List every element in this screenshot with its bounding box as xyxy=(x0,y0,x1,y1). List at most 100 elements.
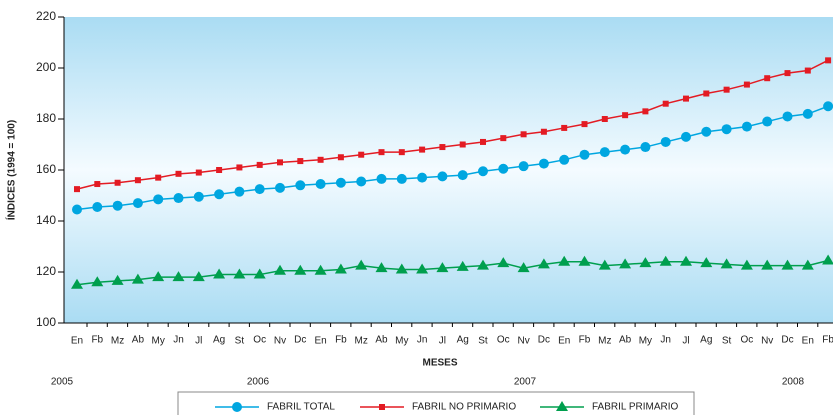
legend-marker xyxy=(232,402,242,412)
point xyxy=(91,276,104,287)
point xyxy=(195,169,202,176)
x-tick-label: En xyxy=(314,336,326,347)
x-tick-label: Fb xyxy=(335,335,347,346)
point xyxy=(175,170,182,177)
plot-area xyxy=(64,17,833,323)
x-tick-label: Jl xyxy=(682,336,689,347)
x-tick-label: Ag xyxy=(213,335,225,346)
point xyxy=(214,189,225,200)
point xyxy=(335,177,346,188)
point xyxy=(480,138,486,145)
x-tick-label: Dc xyxy=(538,335,550,346)
legend-label: FABRIL TOTAL xyxy=(267,402,335,413)
point xyxy=(417,172,428,183)
x-tick-label: Mz xyxy=(355,336,368,347)
point xyxy=(802,108,813,119)
point xyxy=(801,259,814,270)
point xyxy=(233,268,246,279)
x-tick-label: Nv xyxy=(517,336,529,347)
point xyxy=(132,198,143,209)
point xyxy=(782,111,793,122)
x-tick-label: Fb xyxy=(822,335,833,346)
point xyxy=(314,264,327,275)
x-tick-label: Jn xyxy=(173,335,184,346)
point xyxy=(375,262,388,273)
x-tick-label: Dc xyxy=(781,335,793,346)
point xyxy=(457,170,468,181)
x-tick-label: Ag xyxy=(457,335,469,346)
point xyxy=(131,273,144,284)
x-tick-label: Fb xyxy=(91,335,103,346)
point xyxy=(581,121,588,128)
point xyxy=(578,255,591,266)
point xyxy=(436,262,449,273)
x-tick-label: Nv xyxy=(761,336,773,347)
x-tick-label: Oc xyxy=(741,335,754,346)
point xyxy=(825,57,832,64)
point xyxy=(701,126,712,137)
point xyxy=(804,67,811,74)
point xyxy=(114,179,121,186)
x-tick-label: Fb xyxy=(579,335,591,346)
x-tick-label: Oc xyxy=(497,335,510,346)
x-tick-label: Dc xyxy=(294,335,306,346)
x-tick-label: En xyxy=(71,336,83,347)
point xyxy=(478,166,488,177)
legend-marker xyxy=(379,404,385,410)
x-tick-label: En xyxy=(558,336,570,347)
x-tick-label: My xyxy=(639,336,652,347)
point xyxy=(700,257,713,268)
legend-marker xyxy=(556,401,568,411)
point xyxy=(620,144,631,155)
x-tick-label: St xyxy=(235,336,245,347)
point xyxy=(558,255,571,266)
point xyxy=(459,141,466,148)
x-axis-title: MESES xyxy=(422,358,457,369)
point xyxy=(640,142,651,153)
point xyxy=(71,278,83,289)
point xyxy=(683,95,689,102)
x-tick-label: Ab xyxy=(132,335,145,346)
y-tick-label: 220 xyxy=(36,9,56,23)
legend-label: FABRIL NO PRIMARIO xyxy=(412,402,516,413)
x-tick-label: Jl xyxy=(195,336,202,347)
x-tick-label: En xyxy=(802,336,814,347)
point xyxy=(642,108,649,115)
point xyxy=(538,158,549,169)
point xyxy=(761,259,774,270)
point xyxy=(398,149,405,156)
point xyxy=(579,149,590,160)
x-tick-label: My xyxy=(152,336,165,347)
point xyxy=(740,259,753,270)
point xyxy=(94,181,101,188)
point xyxy=(416,263,429,274)
point xyxy=(477,259,489,270)
point xyxy=(439,144,446,151)
point xyxy=(315,179,326,190)
series-line xyxy=(76,59,829,190)
point xyxy=(274,264,286,275)
point xyxy=(254,184,265,195)
y-tick-label: 120 xyxy=(36,264,56,278)
point xyxy=(660,136,671,147)
point xyxy=(500,135,507,142)
point xyxy=(762,116,773,127)
point xyxy=(497,257,510,268)
x-tick-label: My xyxy=(395,336,408,347)
x-tick-label: Mz xyxy=(598,336,611,347)
point xyxy=(317,156,324,163)
year-label: 2007 xyxy=(514,377,537,388)
point xyxy=(822,254,833,265)
point xyxy=(152,271,165,282)
point xyxy=(639,257,652,268)
point xyxy=(601,116,608,122)
point xyxy=(376,173,387,184)
y-tick-label: 160 xyxy=(36,162,56,176)
point xyxy=(155,174,162,181)
point xyxy=(172,271,185,282)
point xyxy=(256,161,263,168)
point xyxy=(92,201,103,212)
point xyxy=(659,255,672,266)
point xyxy=(193,191,204,202)
